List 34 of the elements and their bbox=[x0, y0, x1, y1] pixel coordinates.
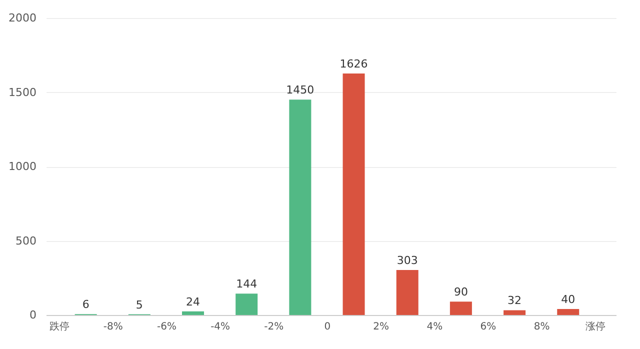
data-label: 1450 bbox=[286, 84, 314, 97]
bar bbox=[450, 302, 472, 315]
x-tick-label: 4% bbox=[426, 322, 443, 332]
bar bbox=[289, 100, 312, 315]
bar bbox=[342, 74, 365, 315]
bar bbox=[504, 310, 526, 315]
data-label: 32 bbox=[508, 294, 522, 308]
bar bbox=[182, 311, 204, 315]
data-label: 303 bbox=[396, 254, 418, 268]
x-tick-label: 跌停 bbox=[50, 320, 70, 332]
x-tick-label: 0 bbox=[324, 322, 331, 332]
x-tick-label: 8% bbox=[534, 322, 550, 332]
y-tick-label: 1500 bbox=[8, 86, 36, 99]
bar bbox=[236, 294, 258, 315]
x-tick-label: 6% bbox=[480, 322, 496, 332]
y-tick-label: 500 bbox=[16, 234, 36, 248]
data-label: 144 bbox=[236, 278, 258, 291]
x-tick-label: 2% bbox=[373, 322, 390, 332]
x-tick-label: -6% bbox=[156, 322, 176, 332]
data-label: 24 bbox=[186, 295, 200, 308]
y-tick-label: 2000 bbox=[8, 12, 36, 24]
y-tick-label: 0 bbox=[30, 308, 36, 322]
x-tick-label: -8% bbox=[103, 322, 123, 332]
data-label: 40 bbox=[561, 293, 576, 306]
bar bbox=[396, 270, 418, 315]
x-tick-label: -2% bbox=[264, 322, 284, 332]
data-label: 5 bbox=[136, 298, 143, 312]
x-tick-label: -4% bbox=[210, 322, 230, 332]
data-label: 1626 bbox=[340, 58, 368, 71]
bar bbox=[557, 309, 580, 315]
y-tick-label: 1000 bbox=[8, 160, 36, 173]
x-tick-label: 涨停 bbox=[585, 320, 606, 332]
data-label: 90 bbox=[454, 286, 468, 299]
data-label: 6 bbox=[82, 298, 90, 312]
